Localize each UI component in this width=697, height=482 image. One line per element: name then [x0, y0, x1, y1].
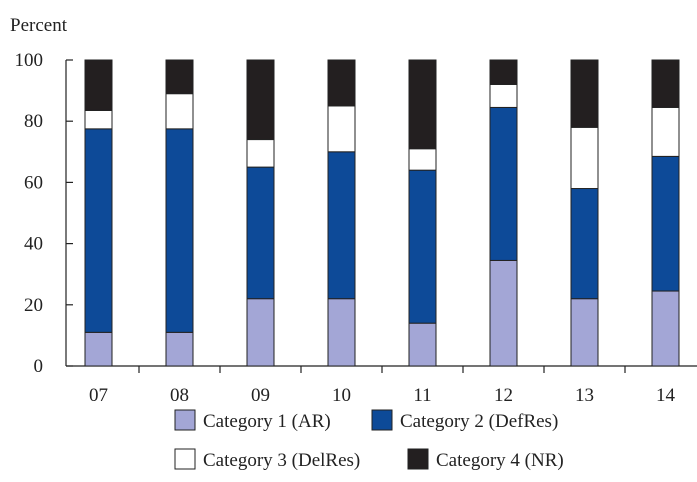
- bar-segment-1: [570, 298, 599, 367]
- bar-segment-2: [651, 155, 680, 292]
- bar-segment-4: [84, 59, 113, 111]
- legend-swatch: [407, 448, 429, 470]
- x-tick-label: 14: [656, 385, 676, 406]
- bar-segment-4: [489, 59, 518, 85]
- bar-segment-3: [570, 126, 599, 190]
- bar-segment-3: [246, 139, 275, 168]
- bar-segment-1: [246, 298, 275, 367]
- x-tick-label: 09: [251, 385, 270, 406]
- legend: Category 1 (AR) Category 2 (DefRes) Catego…: [174, 409, 564, 471]
- bar-segment-1: [408, 322, 437, 367]
- y-tick-label: 80: [24, 111, 43, 132]
- legend-swatch: [174, 448, 196, 470]
- bar-segment-4: [165, 59, 194, 95]
- bar-segment-1: [165, 331, 194, 367]
- legend-label: Category 1 (AR): [203, 411, 331, 432]
- plot-area: 0 20 40 60 80 100 07 08 09 10 11 12 13 14: [15, 50, 697, 406]
- bar-segment-1: [327, 298, 356, 367]
- bar-segment-3: [165, 93, 194, 130]
- legend-label: Category 4 (NR): [436, 450, 564, 471]
- y-axis-title: Percent: [10, 15, 68, 36]
- bar-segment-1: [84, 331, 113, 367]
- y-tick-label: 20: [24, 295, 43, 316]
- legend-swatch: [371, 409, 393, 431]
- bar-segment-3: [408, 148, 437, 171]
- bar-segment-1: [651, 290, 680, 367]
- bar-segment-3: [84, 109, 113, 130]
- y-tick-label: 40: [24, 234, 43, 255]
- x-tick-label: 11: [413, 385, 431, 406]
- legend-swatch: [174, 409, 196, 431]
- legend-label: Category 3 (DelRes): [203, 450, 360, 471]
- y-tick-label: 100: [15, 50, 44, 71]
- bar-segment-2: [489, 106, 518, 261]
- bar-segment-4: [327, 59, 356, 107]
- bar-segment-2: [408, 169, 437, 324]
- bar-segment-4: [408, 59, 437, 150]
- bar-segment-3: [489, 83, 518, 108]
- bar-segment-3: [327, 105, 356, 153]
- bar-segment-1: [489, 259, 518, 367]
- x-tick-label: 13: [575, 385, 594, 406]
- y-tick-label: 60: [24, 172, 43, 193]
- bar-segment-2: [246, 166, 275, 300]
- x-tick-label: 10: [332, 385, 351, 406]
- bar-segment-2: [570, 188, 599, 300]
- bar-segment-4: [246, 59, 275, 141]
- bar-segment-4: [651, 59, 680, 108]
- y-tick-label: 0: [34, 356, 44, 377]
- bar-segment-2: [84, 128, 113, 333]
- bar-segment-2: [165, 128, 194, 333]
- bar-segment-2: [327, 151, 356, 300]
- legend-label: Category 2 (DefRes): [400, 411, 558, 432]
- bar-segment-4: [570, 59, 599, 128]
- bar-segment-3: [651, 106, 680, 157]
- x-tick-label: 08: [170, 385, 189, 406]
- x-tick-label: 07: [89, 385, 108, 406]
- x-tick-label: 12: [494, 385, 513, 406]
